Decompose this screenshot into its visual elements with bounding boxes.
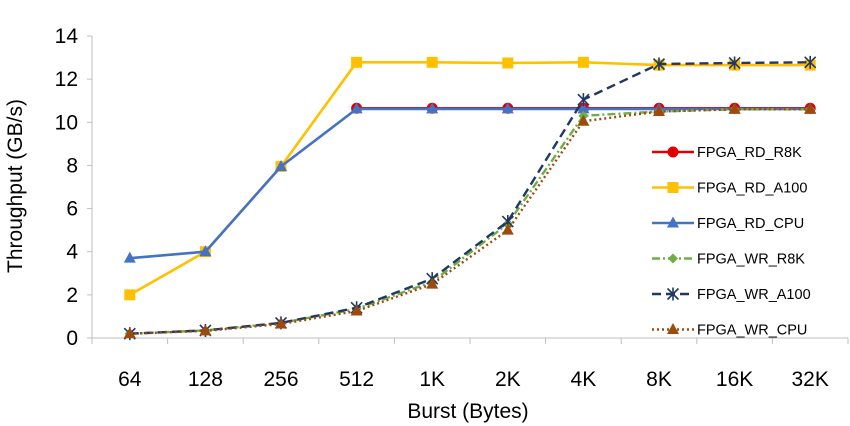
data-point <box>350 102 363 114</box>
y-axis-title: Throughput (GB/s) <box>4 99 27 273</box>
legend-item: FPGA_RD_CPU <box>652 216 804 232</box>
legend: FPGA_RD_R8K FPGA_RD_A100 FPGA_RD_CPU FPGA_W… <box>652 145 811 339</box>
data-point <box>652 57 666 71</box>
x-tick-label: 64 <box>118 368 142 391</box>
data-point <box>653 105 665 116</box>
x-tick-label: 2K <box>495 368 521 391</box>
x-tick-label: 8K <box>646 368 672 391</box>
data-point <box>666 287 680 301</box>
y-axis: 0 2 4 6 8 10 12 14 <box>55 25 93 350</box>
data-point <box>501 223 514 235</box>
series-plot-area <box>123 55 817 341</box>
y-tick-label: 2 <box>66 284 78 307</box>
y-tick-label: 10 <box>55 111 78 134</box>
data-point <box>502 57 514 69</box>
legend-label: FPGA_WR_A100 <box>697 287 811 303</box>
x-axis: 64 128 256 512 1K 2K 4K 8K 16K 32K <box>91 337 849 391</box>
y-tick-label: 12 <box>55 68 78 91</box>
legend-item: FPGA_RD_R8K <box>652 145 802 161</box>
x-axis-title: Burst (Bytes) <box>407 400 528 423</box>
series-line <box>129 61 811 335</box>
legend-item: FPGA_WR_CPU <box>652 323 807 339</box>
legend-label: FPGA_RD_CPU <box>697 216 804 232</box>
y-tick-label: 0 <box>66 327 78 350</box>
legend-item: FPGA_WR_A100 <box>652 287 811 303</box>
x-tick-label: 256 <box>263 368 298 391</box>
data-point <box>351 56 363 68</box>
data-point <box>275 160 287 172</box>
series-fpga-wr-cpu <box>123 102 817 339</box>
x-tick-label: 16K <box>716 368 753 391</box>
y-tick-label: 6 <box>66 198 78 221</box>
data-point <box>728 56 741 70</box>
data-point <box>668 253 678 264</box>
data-point <box>426 102 439 114</box>
data-point <box>199 324 212 336</box>
data-point <box>501 102 514 114</box>
y-tick-label: 8 <box>66 154 78 177</box>
x-tick-label: 32K <box>792 368 829 391</box>
series-line <box>129 107 811 260</box>
data-point <box>667 146 679 158</box>
legend-label: FPGA_WR_R8K <box>697 252 805 268</box>
data-point <box>123 251 136 263</box>
data-point <box>667 182 679 193</box>
data-point <box>426 56 438 68</box>
data-point <box>728 102 741 114</box>
data-point <box>667 216 679 228</box>
legend-label: FPGA_RD_A100 <box>697 181 807 197</box>
data-point <box>577 114 590 126</box>
y-tick-label: 4 <box>66 241 78 264</box>
x-tick-label: 1K <box>419 368 445 391</box>
legend-item: FPGA_RD_A100 <box>652 181 807 197</box>
data-point <box>667 323 679 334</box>
y-tick-label: 14 <box>55 25 79 48</box>
data-point <box>275 317 287 329</box>
data-point <box>426 277 439 289</box>
x-tick-label: 512 <box>339 368 374 391</box>
data-point <box>804 55 817 69</box>
data-point <box>804 102 817 114</box>
data-point <box>577 56 589 68</box>
data-point <box>124 289 136 301</box>
data-point <box>123 327 136 339</box>
x-tick-label: 128 <box>188 368 223 391</box>
legend-label: FPGA_RD_R8K <box>697 145 802 161</box>
x-tick-label: 4K <box>571 368 597 391</box>
legend-label: FPGA_WR_CPU <box>697 323 807 339</box>
data-point <box>199 245 212 257</box>
data-point <box>577 93 590 107</box>
data-point <box>577 102 590 114</box>
data-point <box>350 304 363 316</box>
legend-item: FPGA_WR_R8K <box>652 252 805 268</box>
